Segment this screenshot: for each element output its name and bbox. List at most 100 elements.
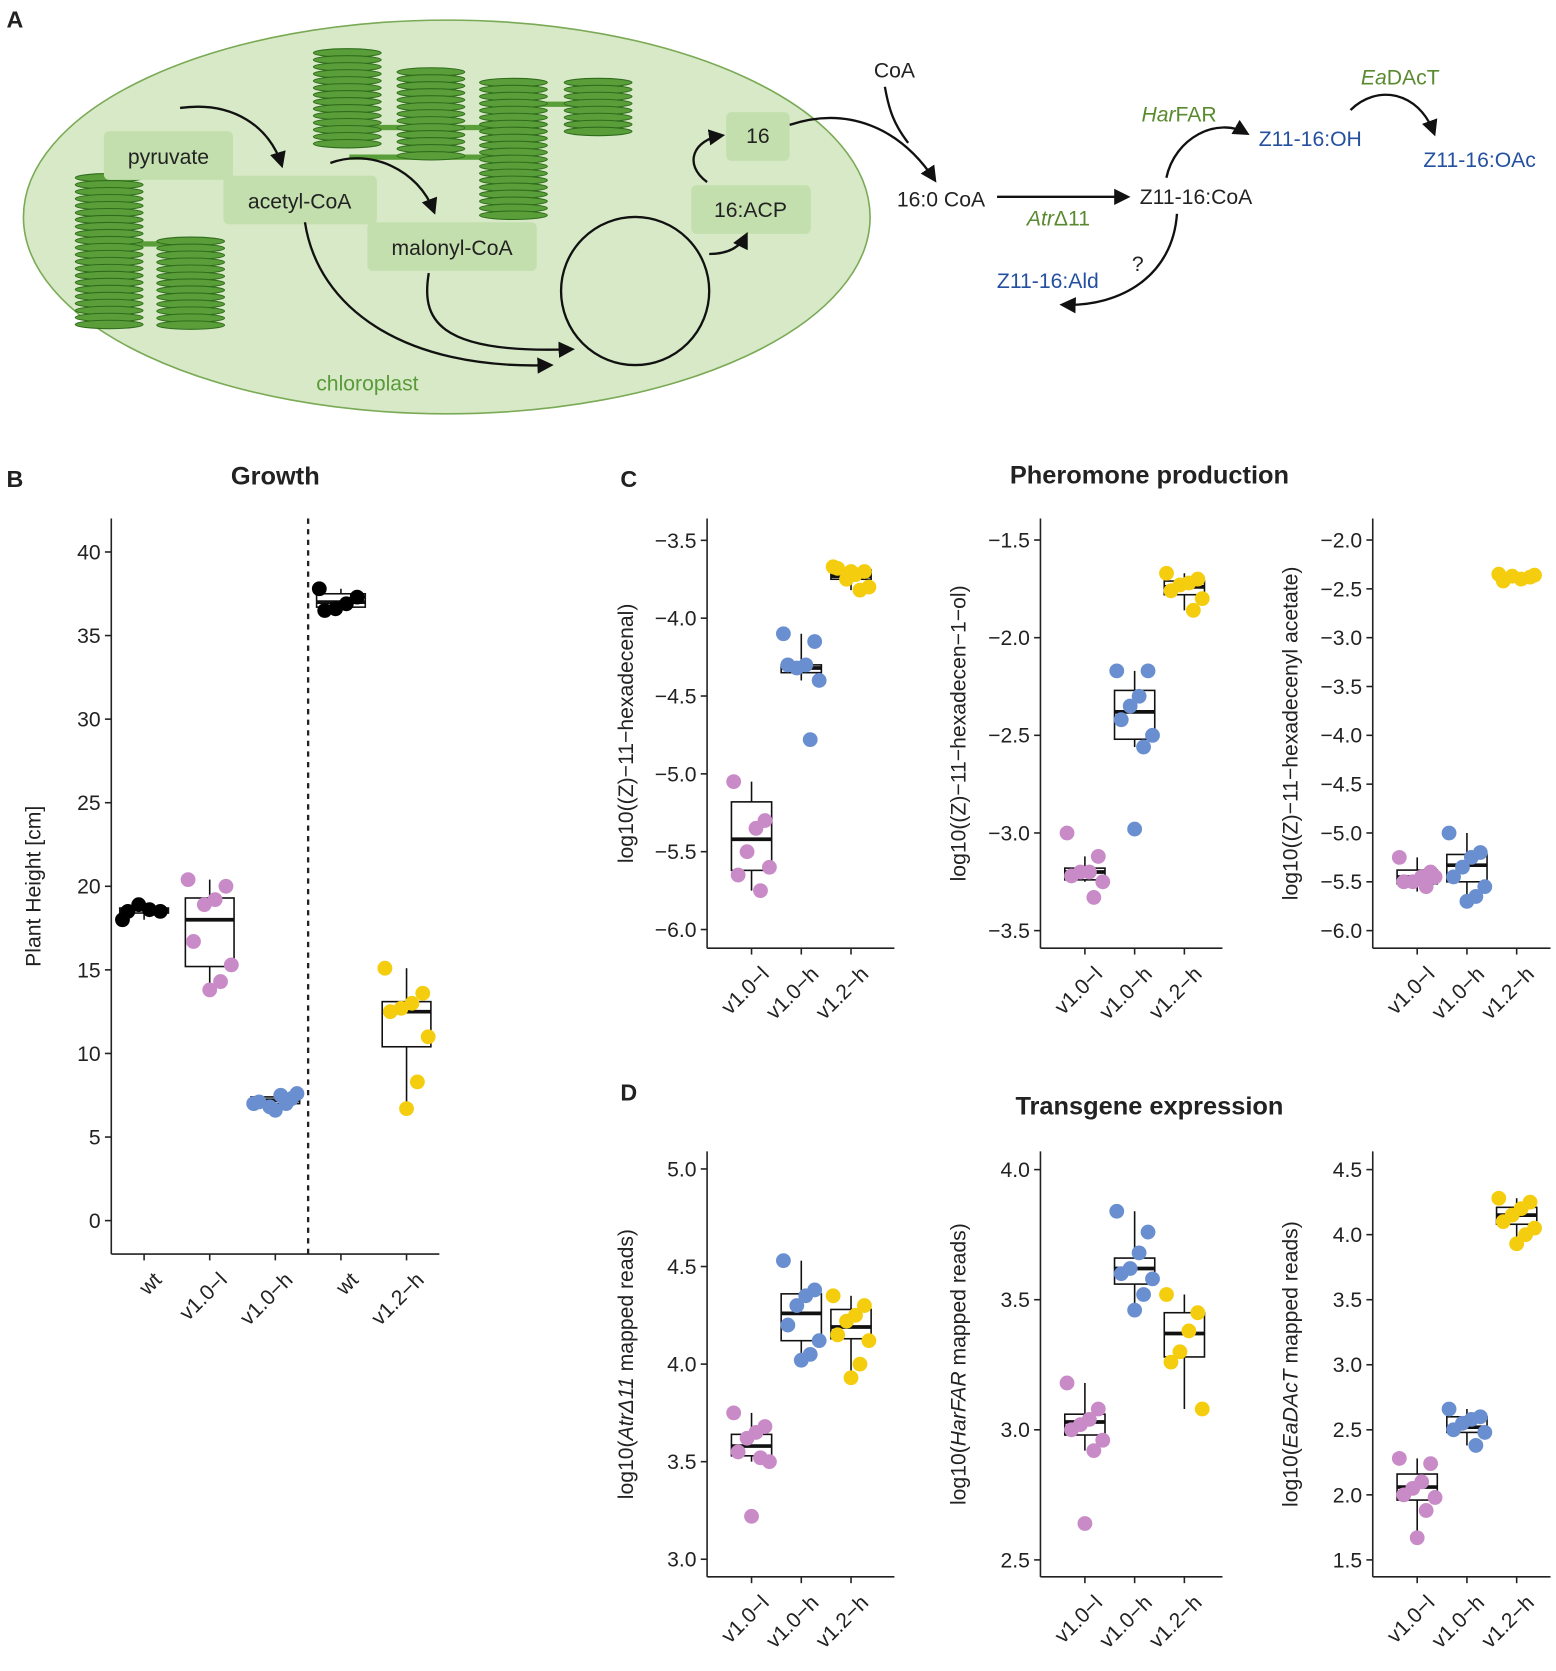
panel-label: D [620,1080,637,1106]
data-point [1095,1432,1111,1448]
data-point [1109,1203,1125,1219]
x-tick-label: v1.2−h [812,1591,874,1653]
data-point [1194,591,1210,607]
arrow [789,116,937,183]
data-point [1446,1422,1461,1438]
y-tick-label: 40 [77,541,101,564]
thylakoid [156,320,226,330]
data-point [1477,1424,1493,1440]
arrow [709,232,748,256]
product-label: Z11-16:OAc [1423,149,1536,172]
chloroplast-shape [22,19,871,415]
node-box [223,175,377,225]
y-tick-label: −6.0 [655,919,697,942]
y-tick-label: 30 [77,709,101,732]
arrow [1165,119,1250,179]
y-tick-label: 0 [89,1210,101,1233]
y-tick-label: −3.5 [655,530,697,553]
y-axis-label: log10(HarFAR mapped reads) [947,1223,970,1505]
thylakoid [74,319,144,330]
data-point [726,1405,742,1421]
data-point [1095,874,1111,890]
cycle [559,215,711,367]
y-axis-label: Plant Height [cm] [22,806,45,967]
data-point [289,1086,305,1101]
y-tick-label: −6.0 [1320,920,1362,943]
node-label: 16:0 CoA [897,188,986,211]
data-point [1172,1344,1188,1360]
data-point [811,1333,827,1349]
data-point [1194,1401,1210,1417]
arrow [1059,213,1179,314]
enzyme-label: HarFAR [1141,104,1216,127]
data-point [218,878,234,894]
group-title: Transgene expression [1015,1092,1283,1120]
y-label-part: log10( [615,1440,638,1499]
data-point [1127,821,1143,837]
data-point [1391,1451,1407,1466]
data-point [251,1094,267,1110]
data-point [1181,1323,1197,1339]
data-point [739,844,755,860]
data-point [409,1074,425,1090]
x-tick-label: v1.2−h [1477,1591,1539,1653]
data-point [223,957,239,973]
x-tick-label: v1.0−h [1095,963,1157,1025]
y-tick-label: 4.5 [1333,1159,1362,1182]
data-point [1441,825,1457,841]
y-tick-label: 2.0 [1333,1484,1362,1507]
data-point [852,582,868,598]
y-tick-label: −5.0 [1320,822,1362,845]
y-tick-label: 3.5 [1000,1289,1029,1312]
data-point [1423,1456,1439,1472]
data-point [382,1004,398,1020]
data-point [730,867,746,883]
data-point [753,1450,768,1466]
x-tick-label: v1.2−h [1145,963,1207,1025]
data-point [196,897,212,913]
data-point [726,774,742,790]
data-point [780,1317,796,1333]
data-point [739,1430,755,1446]
data-point [1122,698,1138,714]
y-label-part: log10( [947,1446,970,1505]
data-point [1136,1287,1151,1302]
data-point [857,1298,872,1313]
arrow [425,272,575,358]
data-point [1418,879,1434,895]
y-label-part: mapped reads) [947,1223,970,1371]
x-tick-label: v1.2−h [1477,963,1539,1025]
data-point [1163,1354,1179,1370]
data-point [811,673,827,688]
y-tick-label: −5.5 [1320,871,1362,894]
data-point [202,982,218,998]
arrow [1349,93,1438,137]
data-point [1159,1287,1174,1302]
y-label-part: log10( [1280,1448,1303,1507]
data-point [793,1352,809,1368]
y-tick-label: 15 [77,959,101,982]
data-point [120,903,136,919]
data-point [843,564,859,579]
data-point [1140,663,1156,679]
data-point [180,872,196,888]
thylakoid [479,210,548,221]
chloroplast-label: chloroplast [316,372,418,395]
data-point [1127,1302,1143,1318]
enzyme-label: AtrΔ11 [1025,207,1090,230]
data-point [1086,1443,1102,1459]
thylakoid [396,151,466,161]
y-tick-label: 1.5 [1333,1549,1362,1572]
data-point [311,581,327,597]
x-tick-label: v1.0−h [236,1268,298,1330]
y-tick-label: −4.5 [1320,774,1362,797]
data-point [399,1101,414,1117]
data-point [830,1327,846,1343]
data-point [213,974,228,989]
y-tick-label: −1.5 [988,529,1030,552]
data-point [789,1298,805,1313]
y-tick-label: −5.0 [655,763,697,786]
data-point [1468,1438,1484,1453]
y-tick-label: −4.5 [655,685,697,708]
data-point [1396,874,1412,890]
